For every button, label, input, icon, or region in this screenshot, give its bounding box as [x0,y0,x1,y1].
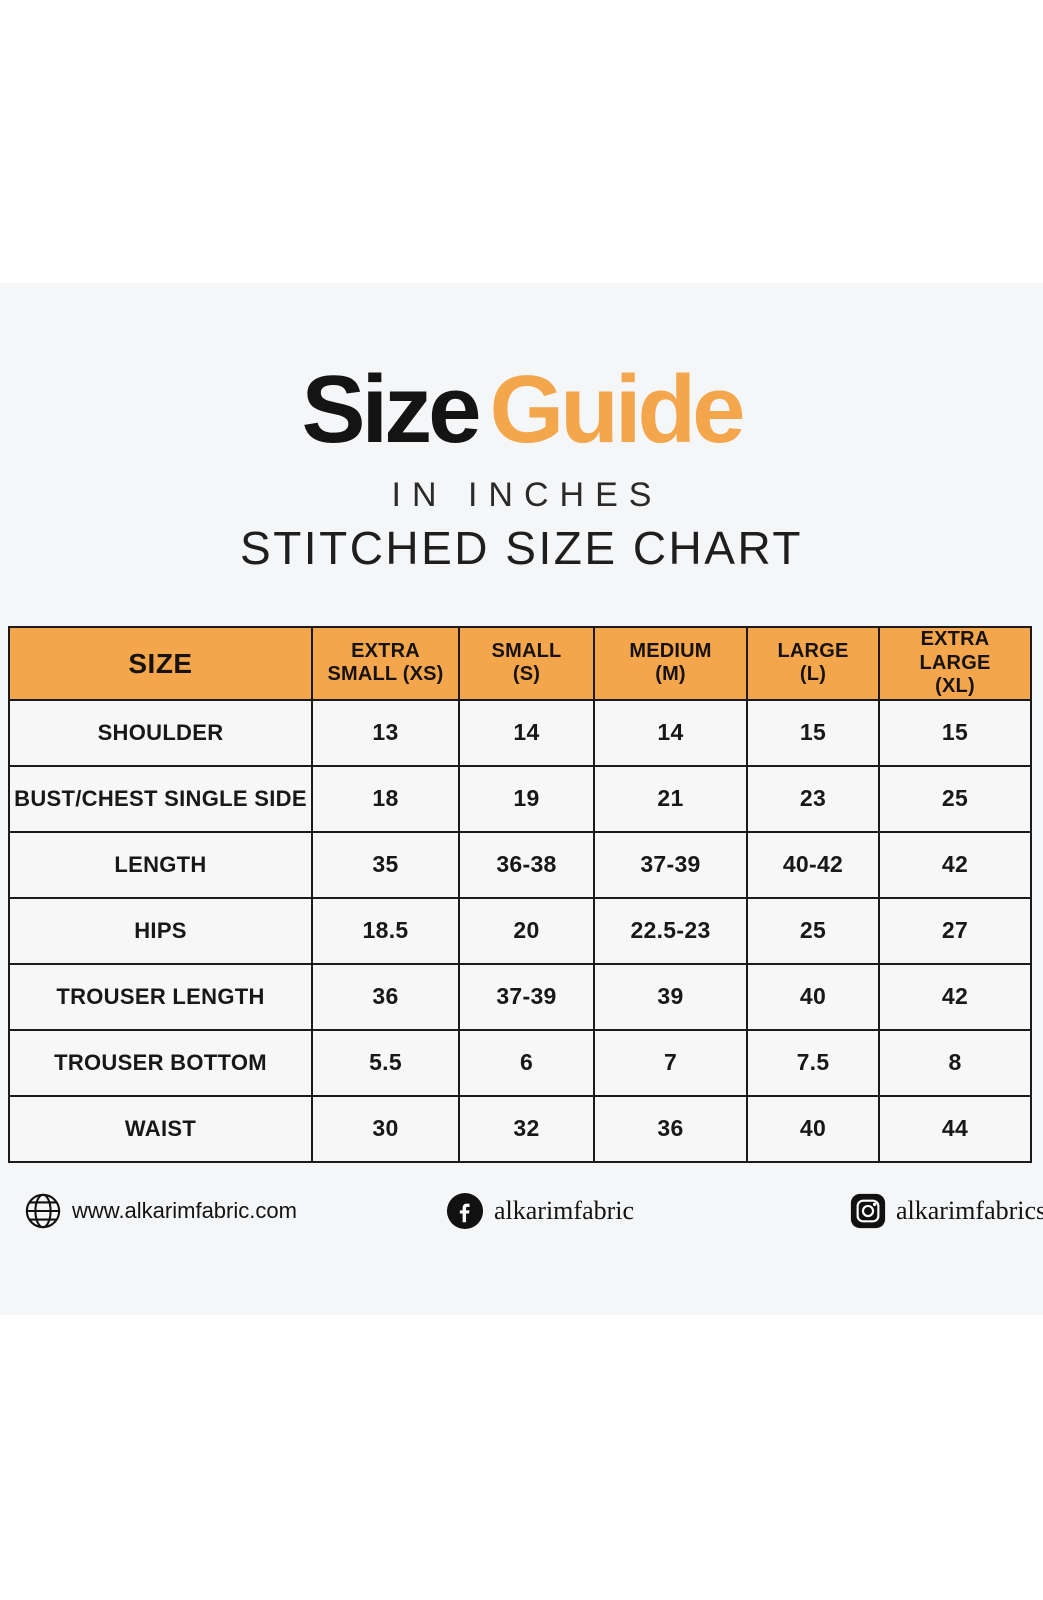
column-header-text: MEDIUM [629,639,712,662]
size-value-cell: 36 [593,1094,748,1163]
size-chart-table: SIZE EXTRA SMALL (XS) SMALL (S) MEDIUM (… [8,626,1032,1163]
size-value-cell: 20 [458,896,595,965]
page-title: Size Guide [0,362,1043,458]
size-value-cell: 23 [746,764,880,833]
size-value-cell: 42 [878,962,1032,1031]
table-row-trouser-bottom: TROUSER BOTTOM 5.5 6 7 7.5 8 [8,1028,1032,1097]
size-value-cell: 25 [746,896,880,965]
table-row-bust-chest: BUST/CHEST SINGLE SIDE 18 19 21 23 25 [8,764,1032,833]
column-header-text: SIZE [128,647,193,679]
facebook-icon [446,1192,484,1230]
column-header-text: (L) [799,663,827,686]
subtitle-stitched-size-chart: STITCHED SIZE CHART [240,522,803,574]
table-header-row: SIZE EXTRA SMALL (XS) SMALL (S) MEDIUM (… [8,626,1032,701]
table-row-waist: WAIST 30 32 36 40 44 [8,1094,1032,1163]
measurement-label-cell: HIPS [8,896,313,965]
size-value-cell: 21 [593,764,748,833]
size-value-cell: 40-42 [746,830,880,899]
column-header-small: SMALL (S) [458,626,595,701]
measurement-label-cell: TROUSER LENGTH [8,962,313,1031]
column-header-text: (S) [512,663,541,686]
size-value-cell: 27 [878,896,1032,965]
size-value-cell: 14 [593,698,748,767]
size-value-cell: 7.5 [746,1028,880,1097]
title-word-guide: Guide [489,356,746,463]
measurement-label-cell: WAIST [8,1094,313,1163]
size-value-cell: 30 [311,1094,460,1163]
size-value-cell: 40 [746,1094,880,1163]
measurement-label-cell: TROUSER BOTTOM [8,1028,313,1097]
column-header-xl: EXTRA LARGE (XL) [878,626,1032,701]
table-row-length: LENGTH 35 36-38 37-39 40-42 42 [8,830,1032,899]
column-header-text: SMALL (XS) [327,663,444,686]
column-header-text: (XL) [935,675,975,698]
column-header-medium: MEDIUM (M) [593,626,748,701]
subtitle-in-inches: IN INCHES [391,476,663,514]
size-value-cell: 14 [458,698,595,767]
size-value-cell: 19 [458,764,595,833]
size-value-cell: 35 [311,830,460,899]
table-row-trouser-length: TROUSER LENGTH 36 37-39 39 40 42 [8,962,1032,1031]
footer-instagram: alkarimfabrics [850,1190,1043,1232]
table-row-shoulder: SHOULDER 13 14 14 15 15 [8,698,1032,767]
column-header-text: EXTRA [351,639,420,662]
size-value-cell: 13 [311,698,460,767]
size-value-cell: 32 [458,1094,595,1163]
size-value-cell: 6 [458,1028,595,1097]
website-url: www.alkarimfabric.com [72,1198,297,1223]
globe-icon [25,1193,61,1229]
table-row-hips: HIPS 18.5 20 22.5-23 25 27 [8,896,1032,965]
measurement-label-cell: LENGTH [8,830,313,899]
column-header-xs: EXTRA SMALL (XS) [311,626,460,701]
column-header-large: LARGE (L) [746,626,880,701]
size-value-cell: 5.5 [311,1028,460,1097]
footer-facebook: alkarimfabric [446,1190,634,1232]
size-value-cell: 25 [878,764,1032,833]
size-value-cell: 18 [311,764,460,833]
size-value-cell: 18.5 [311,896,460,965]
size-value-cell: 8 [878,1028,1032,1097]
size-value-cell: 15 [878,698,1032,767]
size-value-cell: 7 [593,1028,748,1097]
size-value-cell: 37-39 [458,962,595,1031]
column-header-text: LARGE [777,639,849,662]
column-header-size: SIZE [8,626,313,701]
column-header-text: SMALL [491,639,562,662]
measurement-label-cell: SHOULDER [8,698,313,767]
size-value-cell: 36-38 [458,830,595,899]
size-value-cell: 22.5-23 [593,896,748,965]
instagram-icon [850,1193,886,1229]
measurement-label-cell: BUST/CHEST SINGLE SIDE [8,764,313,833]
column-header-text: EXTRA LARGE [919,628,991,674]
size-value-cell: 36 [311,962,460,1031]
facebook-handle: alkarimfabric [494,1196,635,1225]
size-value-cell: 15 [746,698,880,767]
size-value-cell: 37-39 [593,830,748,899]
size-value-cell: 44 [878,1094,1032,1163]
size-value-cell: 39 [593,962,748,1031]
size-value-cell: 40 [746,962,880,1031]
column-header-text: (M) [655,663,686,686]
instagram-handle: alkarimfabrics [896,1196,1043,1225]
size-value-cell: 42 [878,830,1032,899]
title-block: Size Guide IN INCHES STITCHED SIZE CHART [0,362,1043,575]
footer-website: www.alkarimfabric.com [24,1190,297,1232]
title-word-size: Size [301,356,481,463]
